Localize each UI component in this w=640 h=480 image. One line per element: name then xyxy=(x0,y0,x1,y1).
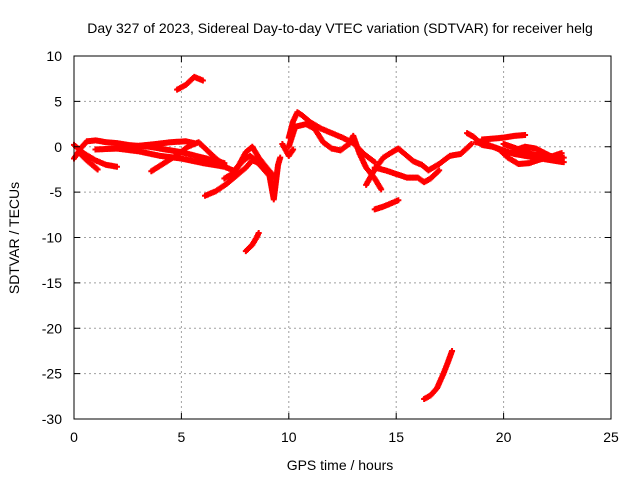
data-point xyxy=(113,163,120,170)
data-point xyxy=(554,156,561,163)
x-tick-label: 20 xyxy=(496,429,512,445)
data-series-track-10 xyxy=(232,152,284,203)
grid-lines xyxy=(74,56,611,419)
chart-title: Day 327 of 2023, Sidereal Day-to-day VTE… xyxy=(87,20,593,36)
axis-ticks: 0 5 10 15 20 25 -30 -25 -20 -15 -10 -5 0 5 10 xyxy=(42,48,619,445)
y-tick-label: -10 xyxy=(42,230,62,246)
data-points xyxy=(71,73,567,403)
y-tick-label: -25 xyxy=(42,366,62,382)
data-series-track-17 xyxy=(371,197,402,213)
data-point xyxy=(94,166,101,173)
y-tick-label: 0 xyxy=(54,139,62,155)
data-series-track-11 xyxy=(242,229,262,255)
data-point xyxy=(449,347,456,354)
data-point xyxy=(522,131,529,138)
y-tick-label: 5 xyxy=(54,93,62,109)
x-tick-label: 10 xyxy=(281,429,297,445)
data-series-track-18 xyxy=(421,347,456,403)
data-series-track-23 xyxy=(511,143,561,163)
x-axis-label: GPS time / hours xyxy=(287,457,394,473)
x-tick-label: 25 xyxy=(603,429,619,445)
data-series-track-14 xyxy=(279,141,297,159)
data-point xyxy=(277,154,284,161)
x-tick-label: 0 xyxy=(70,429,78,445)
data-series-track-7 xyxy=(174,73,206,93)
data-series-track-5 xyxy=(148,139,228,175)
y-axis-label: SDTVAR / TECUs xyxy=(6,182,22,294)
data-series-track-16 xyxy=(371,164,443,186)
data-point xyxy=(560,154,567,161)
data-series-track-20 xyxy=(479,131,529,143)
y-tick-label: -15 xyxy=(42,275,62,291)
y-tick-label: -30 xyxy=(42,411,62,427)
y-tick-label: 10 xyxy=(46,48,62,64)
data-series-track-6 xyxy=(135,138,198,149)
data-point xyxy=(436,167,443,174)
x-tick-label: 15 xyxy=(388,429,404,445)
data-point xyxy=(191,140,198,147)
data-point xyxy=(199,77,206,84)
data-series-track-3 xyxy=(77,151,101,173)
x-tick-label: 5 xyxy=(178,429,186,445)
data-point xyxy=(378,186,385,193)
data-point xyxy=(255,229,262,236)
data-point xyxy=(221,161,228,168)
data-point xyxy=(395,197,402,204)
y-tick-label: -20 xyxy=(42,320,62,336)
data-point xyxy=(290,146,297,153)
data-point xyxy=(468,141,475,148)
data-series-track-4 xyxy=(92,145,239,175)
y-tick-label: -5 xyxy=(50,184,63,200)
